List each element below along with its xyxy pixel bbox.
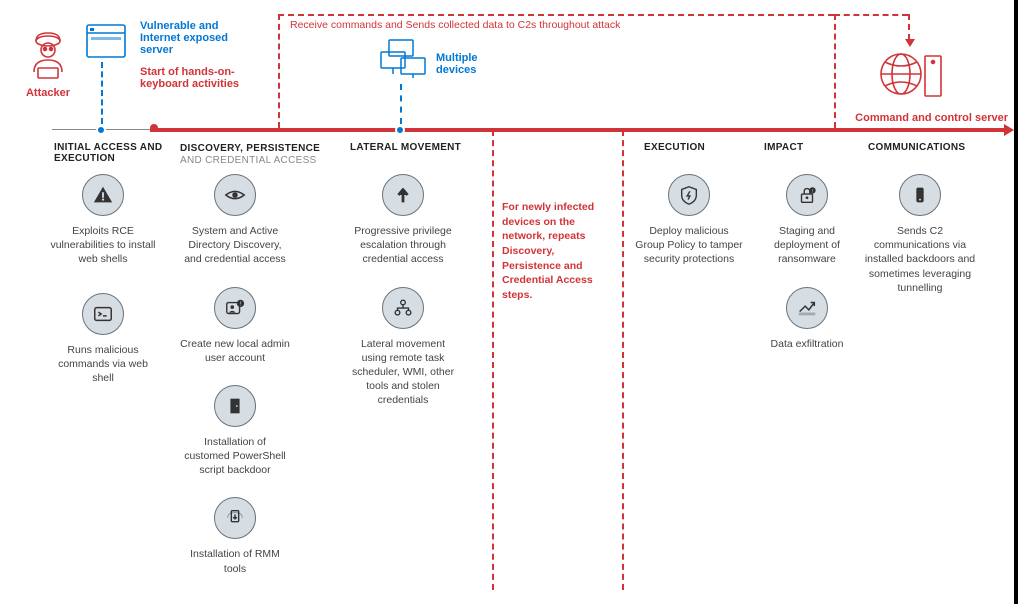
item-ransomware: ! Staging and deployment of ransomware	[752, 174, 862, 267]
col-initial: Exploits RCE vulnerabilities to install …	[48, 142, 158, 385]
item-backdoor: Installation of customed PowerShell scri…	[180, 385, 290, 478]
item-rmm: Installation of RMM tools	[180, 497, 290, 575]
devices-icon-block	[374, 38, 434, 83]
item-exfil: Data exfiltration	[752, 287, 862, 351]
c2-server-icon	[877, 44, 947, 100]
server-dash	[101, 62, 103, 124]
item-ad-discovery: System and Active Directory Discovery, a…	[180, 174, 290, 267]
col-comms: Sends C2 communications via installed ba…	[860, 142, 980, 295]
item-text: Runs malicious commands via web shell	[48, 343, 158, 386]
item-text: System and Active Directory Discovery, a…	[180, 224, 290, 267]
top-dash-v-right	[834, 14, 836, 128]
attacker-label: Attacker	[18, 87, 78, 99]
exfil-icon	[786, 287, 828, 329]
start-label: Start of hands-on-keyboard activities	[140, 66, 280, 90]
col-discovery: System and Active Directory Discovery, a…	[180, 142, 290, 576]
vdash-2	[622, 130, 624, 590]
col-impact: ! Staging and deployment of ransomware D…	[752, 142, 862, 351]
network-icon	[382, 287, 424, 329]
arrow-up-icon	[382, 174, 424, 216]
vdash-1	[492, 130, 494, 590]
item-privesc: Progressive privilege escalation through…	[348, 174, 458, 267]
timeline-red	[150, 128, 1006, 132]
server-dot	[96, 125, 106, 135]
repeat-note: For newly infected devices on the networ…	[502, 200, 614, 303]
multiple-devices-icon	[379, 38, 429, 80]
server-label: Vulnerable and Internet exposed server	[140, 20, 260, 56]
col-lateral: Progressive privilege escalation through…	[348, 142, 458, 407]
devices-dot	[395, 125, 405, 135]
attacker-block: Attacker	[18, 30, 78, 99]
top-dash-h2	[834, 14, 908, 16]
c2-label: Command and control server	[828, 112, 1008, 124]
top-dash-h	[278, 14, 834, 16]
devices-label: Multiple devices	[436, 52, 506, 76]
browser-window-icon	[86, 24, 126, 58]
attacker-icon	[26, 30, 70, 82]
start-dot	[150, 124, 158, 132]
right-border	[1014, 0, 1018, 604]
svg-text:!: !	[812, 188, 813, 193]
top-dash-v-left	[278, 14, 280, 128]
item-gpo: Deploy malicious Group Policy to tamper …	[634, 174, 744, 267]
top-dash-to-c2	[908, 14, 910, 40]
item-text: Sends C2 communications via installed ba…	[860, 224, 980, 295]
top-note-label: Receive commands and Sends collected dat…	[290, 18, 710, 33]
c2-icon-block	[876, 44, 948, 103]
item-text: Data exfiltration	[752, 337, 862, 351]
eye-icon	[214, 174, 256, 216]
terminal-icon	[82, 293, 124, 335]
lock-alert-icon: !	[786, 174, 828, 216]
warning-icon	[82, 174, 124, 216]
devices-dash	[400, 84, 402, 124]
item-lateral-move: Lateral movement using remote task sched…	[348, 287, 458, 408]
door-icon	[214, 385, 256, 427]
item-text: Progressive privilege escalation through…	[348, 224, 458, 267]
item-text: Exploits RCE vulnerabilities to install …	[48, 224, 158, 267]
item-text: Staging and deployment of ransomware	[752, 224, 862, 267]
item-text: Create new local admin user account	[180, 337, 290, 365]
item-admin-user: ! Create new local admin user account	[180, 287, 290, 365]
item-webshell: Runs malicious commands via web shell	[48, 293, 158, 386]
item-text: Deploy malicious Group Policy to tamper …	[634, 224, 744, 267]
user-alert-icon: !	[214, 287, 256, 329]
item-c2-comms: Sends C2 communications via installed ba…	[860, 174, 980, 295]
item-text: Installation of customed PowerShell scri…	[180, 435, 290, 478]
download-icon	[214, 497, 256, 539]
item-rce: Exploits RCE vulnerabilities to install …	[48, 174, 158, 267]
col-execution: Deploy malicious Group Policy to tamper …	[634, 142, 744, 267]
item-text: Lateral movement using remote task sched…	[348, 337, 458, 408]
server-icon-block	[82, 24, 130, 61]
shield-bolt-icon	[668, 174, 710, 216]
item-text: Installation of RMM tools	[180, 547, 290, 575]
phone-icon	[899, 174, 941, 216]
